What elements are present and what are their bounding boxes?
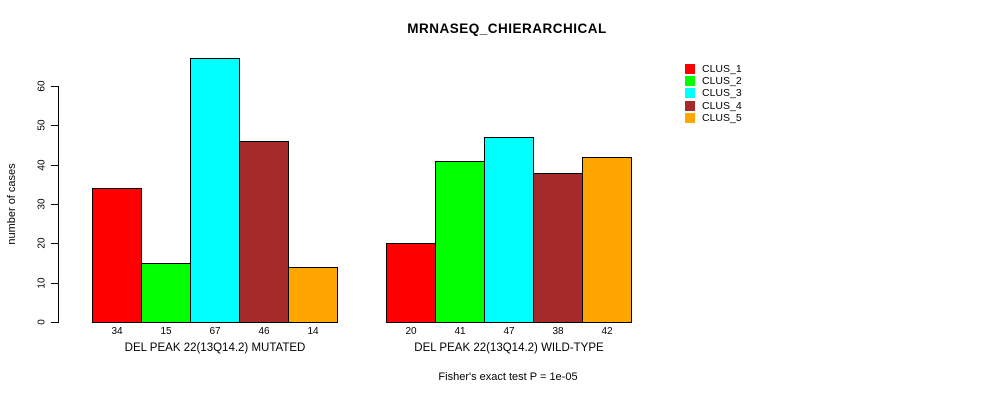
legend: CLUS_1 CLUS_2 CLUS_3 CLUS_4 CLUS_5: [685, 63, 742, 124]
y-axis-tick: [51, 204, 58, 205]
y-axis-tick-label: 30: [36, 198, 48, 210]
y-axis-tick-label: 20: [36, 237, 48, 249]
footnote-text: Fisher's exact test P = 1e-05: [438, 371, 578, 383]
legend-label: CLUS_1: [702, 63, 742, 76]
bar: [386, 243, 436, 323]
bar-value-label: 47: [503, 326, 515, 337]
bar: [92, 188, 142, 323]
bar: [288, 267, 338, 323]
y-axis-tick-label: 40: [36, 159, 48, 171]
legend-swatch: [685, 76, 695, 87]
y-axis-tick: [51, 243, 58, 245]
y-axis-label: number of cases: [6, 163, 18, 245]
y-axis-line: [58, 86, 59, 323]
bar-value-label: 42: [601, 326, 613, 337]
legend-label: CLUS_3: [702, 87, 742, 100]
legend-item: CLUS_2: [685, 75, 742, 87]
x-axis-group-label: DEL PEAK 22(13Q14.2) MUTATED: [124, 342, 306, 354]
bar-value-label: 38: [552, 326, 564, 337]
legend-swatch: [685, 100, 695, 111]
y-axis-tick: [51, 282, 58, 284]
y-axis-tick: [51, 86, 58, 87]
legend-swatch: [685, 112, 695, 123]
legend-item: CLUS_4: [685, 100, 742, 112]
chart-title: MRNASEQ_CHIERARCHICAL: [407, 21, 607, 36]
legend-item: CLUS_1: [685, 63, 742, 75]
legend-label: CLUS_5: [702, 111, 742, 124]
legend-item: CLUS_5: [685, 112, 742, 124]
bar-value-label: 46: [258, 326, 270, 337]
bar: [582, 157, 632, 323]
bar: [533, 173, 583, 323]
y-axis-tick: [51, 125, 58, 127]
bar-value-label: 67: [209, 326, 221, 337]
bar-value-label: 15: [160, 326, 172, 337]
bar-value-label: 20: [405, 326, 417, 337]
legend-item: CLUS_3: [685, 87, 742, 99]
bar: [190, 58, 240, 323]
y-axis-tick: [51, 164, 58, 166]
bar: [435, 161, 485, 323]
bar-value-label: 34: [111, 326, 123, 337]
bar: [484, 137, 534, 323]
bar-value-label: 41: [454, 326, 466, 337]
y-axis-tick-label: 50: [36, 119, 48, 131]
y-axis-tick-label: 60: [36, 80, 48, 92]
legend-swatch: [685, 64, 695, 75]
y-axis-tick: [51, 322, 58, 323]
bar: [141, 263, 191, 323]
legend-label: CLUS_4: [702, 99, 742, 112]
y-axis-tick-label: 10: [36, 277, 48, 289]
legend-label: CLUS_2: [702, 75, 742, 88]
bar-value-label: 14: [307, 326, 319, 337]
y-axis-tick-label: 0: [36, 319, 48, 325]
legend-swatch: [685, 88, 695, 99]
bar: [239, 141, 289, 323]
x-axis-group-label: DEL PEAK 22(13Q14.2) WILD-TYPE: [414, 342, 604, 354]
